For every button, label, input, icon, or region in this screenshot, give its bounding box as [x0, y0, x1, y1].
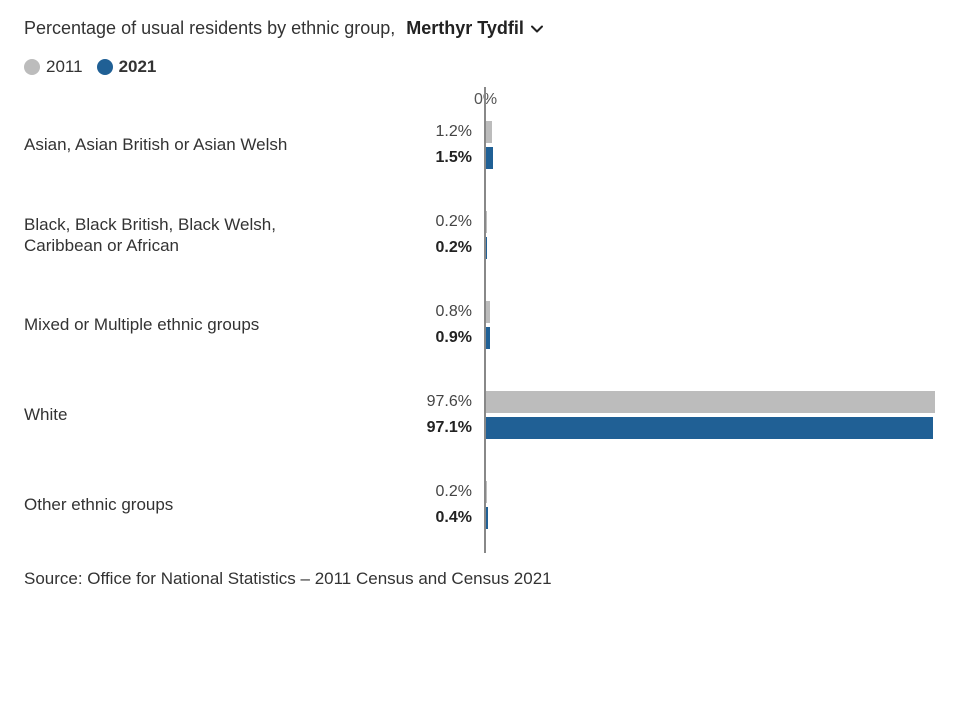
category-label: Mixed or Multiple ethnic groups	[24, 314, 354, 335]
legend-label-2011: 2011	[46, 57, 83, 77]
category-label: Black, Black British, Black Welsh, Carib…	[24, 214, 354, 257]
category-group: Mixed or Multiple ethnic groups0.8%0.9%	[24, 297, 956, 353]
category-label: White	[24, 404, 354, 425]
area-selector[interactable]: Merthyr Tydfil	[406, 18, 544, 39]
bars-column	[484, 117, 956, 173]
value-column: 0.2%0.4%	[354, 479, 484, 530]
category-label: Other ethnic groups	[24, 494, 354, 515]
bar-2021	[486, 507, 488, 529]
value-column: 1.2%1.5%	[354, 119, 484, 170]
bar-2021	[486, 417, 933, 439]
legend-item-2021: 2021	[97, 57, 157, 77]
value-column: 97.6%97.1%	[354, 389, 484, 440]
bars-column	[484, 387, 956, 443]
bars-column	[484, 297, 956, 353]
value-2011: 0.2%	[354, 209, 472, 235]
bar-2011	[486, 391, 935, 413]
legend-swatch-2021	[97, 59, 113, 75]
chevron-down-icon	[530, 22, 544, 36]
bar-2011	[486, 121, 492, 143]
value-column: 0.2%0.2%	[354, 209, 484, 260]
value-2011: 97.6%	[354, 389, 472, 415]
value-2011: 1.2%	[354, 119, 472, 145]
value-2011: 0.2%	[354, 479, 472, 505]
area-name: Merthyr Tydfil	[406, 18, 524, 39]
category-group: Other ethnic groups0.2%0.4%	[24, 477, 956, 533]
bars-column	[484, 477, 956, 533]
source-note: Source: Office for National Statistics –…	[24, 569, 956, 589]
category-label: Asian, Asian British or Asian Welsh	[24, 134, 354, 155]
bar-2011	[486, 301, 490, 323]
bar-2021	[486, 147, 493, 169]
legend-label-2021: 2021	[119, 57, 157, 77]
value-2011: 0.8%	[354, 299, 472, 325]
bar-2021	[486, 327, 490, 349]
value-2021: 0.2%	[354, 235, 472, 261]
chart-title-prefix: Percentage of usual residents by ethnic …	[24, 18, 395, 38]
category-group: Black, Black British, Black Welsh, Carib…	[24, 207, 956, 263]
category-group: White97.6%97.1%	[24, 387, 956, 443]
legend: 2011 2021	[24, 57, 956, 77]
chart-title-row: Percentage of usual residents by ethnic …	[24, 18, 956, 39]
bar-2011	[486, 211, 487, 233]
value-2021: 0.9%	[354, 325, 472, 351]
value-2021: 1.5%	[354, 145, 472, 171]
value-2021: 97.1%	[354, 415, 472, 441]
value-2021: 0.4%	[354, 505, 472, 531]
chart: 0% Asian, Asian British or Asian Welsh1.…	[24, 117, 956, 533]
bar-2011	[486, 481, 487, 503]
bar-2021	[486, 237, 487, 259]
chart-body: Asian, Asian British or Asian Welsh1.2%1…	[24, 117, 956, 533]
legend-item-2011: 2011	[24, 57, 83, 77]
axis-line	[484, 87, 486, 553]
category-group: Asian, Asian British or Asian Welsh1.2%1…	[24, 117, 956, 173]
bars-column	[484, 207, 956, 263]
legend-swatch-2011	[24, 59, 40, 75]
value-column: 0.8%0.9%	[354, 299, 484, 350]
